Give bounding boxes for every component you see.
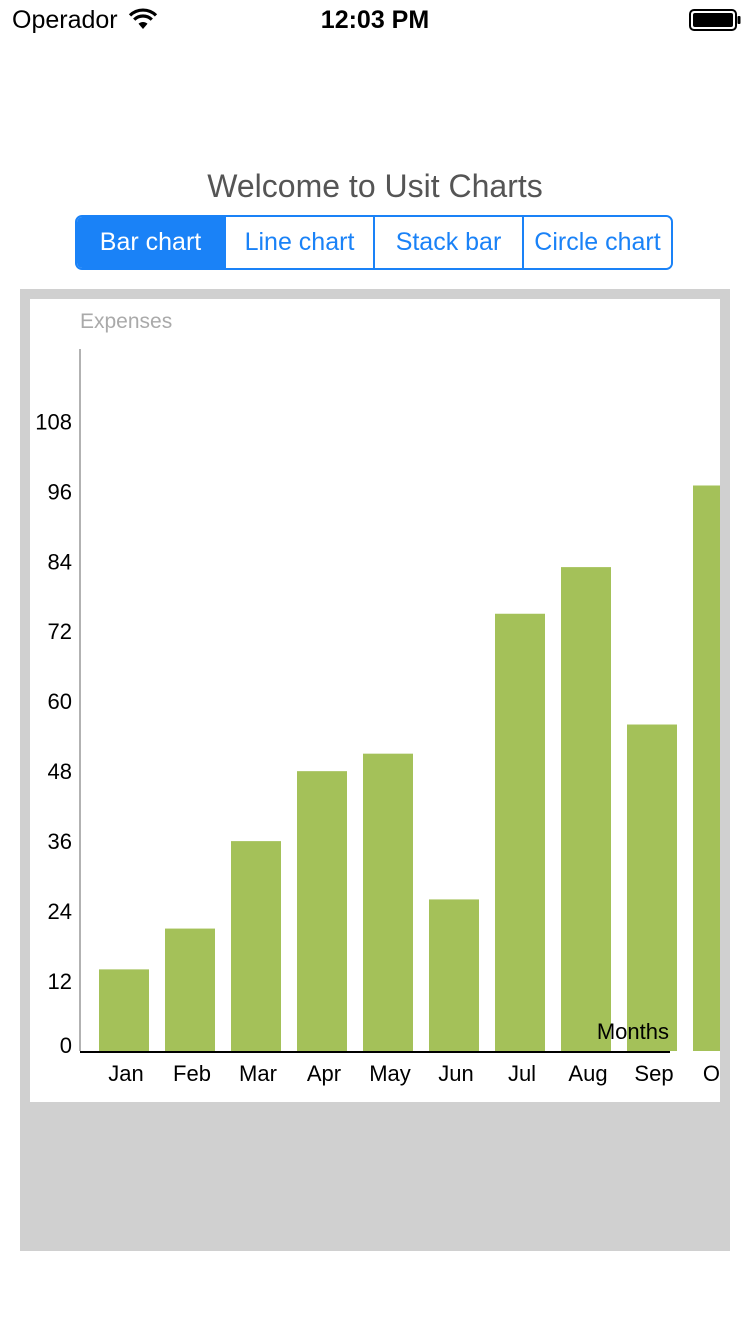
bar-aug [561, 567, 611, 1051]
tab-line-chart[interactable]: Line chart [226, 217, 375, 268]
x-tick-label: Jan [108, 1061, 143, 1086]
wifi-icon [128, 8, 158, 29]
bar-jun [429, 899, 479, 1051]
bar-sep [627, 724, 677, 1051]
bar-oct [693, 485, 720, 1051]
x-tick-label: Apr [307, 1061, 341, 1086]
x-axis-ticks: Jan Feb Mar Apr May Jun Jul Aug Sep Oct [108, 1061, 720, 1086]
battery-icon [689, 9, 741, 31]
bar-mar [231, 841, 281, 1051]
bar-apr [297, 771, 347, 1051]
y-tick-label: 108 [35, 409, 72, 434]
status-bar: Operador 12:03 PM [0, 0, 750, 40]
x-tick-label: Feb [173, 1061, 211, 1086]
bar-feb [165, 928, 215, 1051]
y-axis-ticks: 0 12 24 36 48 60 72 84 96 108 [35, 409, 72, 1058]
y-tick-label: 36 [48, 829, 72, 854]
page-title: Welcome to Usit Charts [207, 168, 543, 204]
x-tick-label: May [369, 1061, 411, 1086]
bar-may [363, 753, 413, 1051]
bar-jan [99, 969, 149, 1051]
tab-circle-chart[interactable]: Circle chart [524, 217, 671, 268]
y-tick-label: 84 [48, 549, 72, 574]
y-tick-label: 48 [48, 759, 72, 784]
bar-jul [495, 613, 545, 1051]
tab-stack-bar[interactable]: Stack bar [375, 217, 524, 268]
tab-bar-chart[interactable]: Bar chart [77, 217, 226, 268]
x-tick-label: Sep [634, 1061, 673, 1086]
x-axis-title: Months [597, 1019, 669, 1044]
bars [99, 485, 720, 1051]
carrier-name: Operador [12, 6, 118, 34]
x-tick-label: Mar [239, 1061, 277, 1086]
chart-type-segmented-control: Bar chart Line chart Stack bar Circle ch… [75, 215, 673, 270]
y-tick-label: 12 [48, 969, 72, 994]
x-tick-label: Jul [508, 1061, 536, 1086]
y-axis-title: Expenses [80, 310, 172, 333]
x-tick-label: Oct [703, 1061, 720, 1086]
chart-frame: Expenses 0 12 24 36 48 60 72 84 96 108 Months Jan… [20, 289, 730, 1251]
y-tick-label: 60 [48, 689, 72, 714]
x-tick-label: Aug [568, 1061, 607, 1086]
bar-chart: Expenses 0 12 24 36 48 60 72 84 96 108 Months Jan… [35, 310, 720, 1086]
status-time: 12:03 PM [320, 6, 430, 34]
y-tick-label: 0 [60, 1033, 72, 1058]
chart-panel: Expenses 0 12 24 36 48 60 72 84 96 108 Months Jan… [30, 299, 720, 1102]
y-tick-label: 72 [48, 619, 72, 644]
y-tick-label: 24 [48, 899, 72, 924]
y-tick-label: 96 [48, 479, 72, 504]
x-tick-label: Jun [438, 1061, 473, 1086]
